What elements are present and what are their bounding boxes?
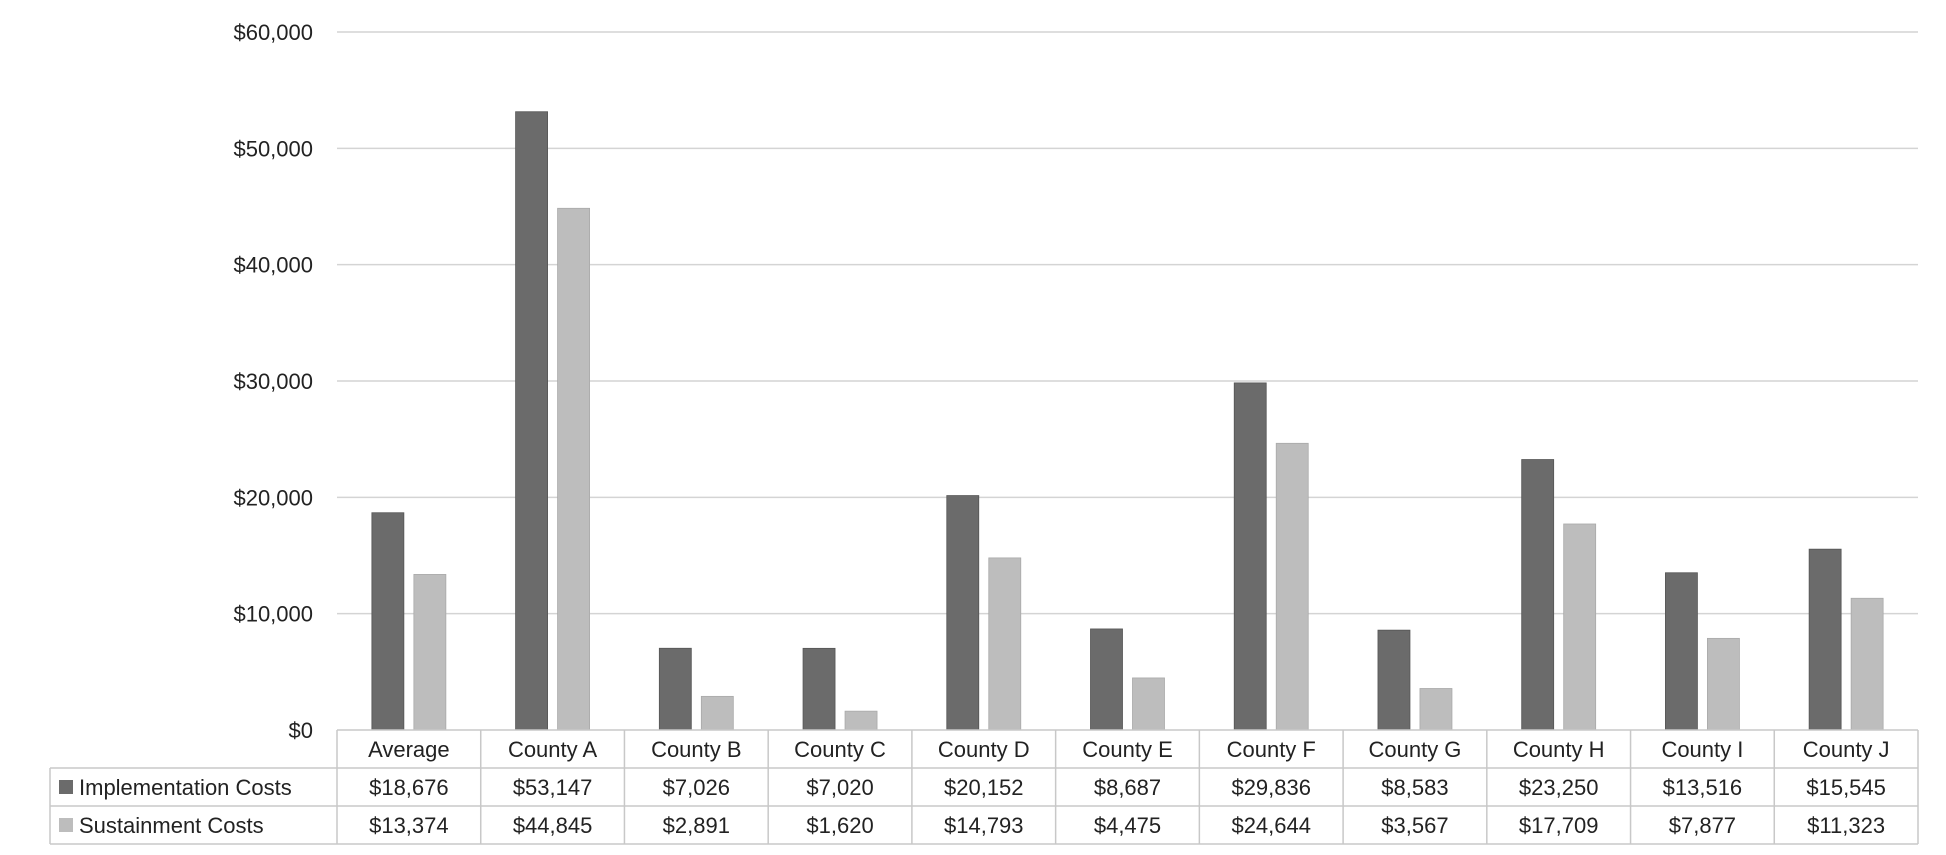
sustainment-cost-bar	[1563, 523, 1597, 731]
table-value-cell: $2,891	[663, 813, 730, 838]
category-label: County J	[1803, 737, 1890, 762]
implementation-cost-bar	[946, 495, 980, 731]
table-value-cell: $24,644	[1231, 813, 1311, 838]
category-label: County F	[1227, 737, 1316, 762]
legend-series-name: Sustainment Costs	[79, 813, 264, 838]
table-value-cell: $14,793	[944, 813, 1024, 838]
table-value-cell: $11,323	[1807, 813, 1885, 838]
y-tick-label: $20,000	[233, 485, 313, 510]
implementation-cost-bar	[1377, 629, 1411, 731]
category-label: County E	[1082, 737, 1173, 762]
implementation-cost-bar	[1808, 548, 1842, 731]
category-label: County B	[651, 737, 742, 762]
category-label: County G	[1368, 737, 1461, 762]
legend-series-name: Implementation Costs	[79, 775, 292, 800]
sustainment-cost-bar	[557, 207, 590, 731]
category-label: Average	[368, 737, 450, 762]
sustainment-cost-bar	[700, 695, 734, 731]
legend-swatch	[59, 818, 73, 832]
sustainment-cost-bar	[1132, 677, 1165, 731]
implementation-cost-bar	[1233, 382, 1267, 731]
data-table: Average County A County B County C County D C…	[49, 729, 1919, 845]
category-label: County H	[1513, 737, 1605, 762]
table-value-cell: $17,709	[1519, 813, 1599, 838]
y-tick-label: $30,000	[233, 369, 313, 394]
y-tick-label: $60,000	[233, 20, 313, 45]
table-value-cell: $13,516	[1663, 775, 1743, 800]
table-value-cell: $8,583	[1381, 775, 1448, 800]
implementation-cost-bar	[658, 647, 692, 731]
implementation-cost-bar	[371, 512, 405, 731]
table-value-cell: $3,567	[1381, 813, 1448, 838]
sustainment-cost-bar	[988, 557, 1022, 731]
table-value-cell: $53,147	[513, 775, 593, 800]
y-tick-label: $50,000	[233, 136, 313, 161]
table-value-cell: $20,152	[944, 775, 1024, 800]
gridlines	[337, 31, 1918, 615]
table-value-cell: $18,676	[369, 775, 449, 800]
sustainment-cost-bar	[1419, 688, 1453, 731]
table-value-cell: $29,836	[1231, 775, 1311, 800]
sustainment-cost-bar	[844, 710, 878, 731]
bars	[371, 111, 1884, 731]
sustainment-cost-bar	[1275, 442, 1309, 731]
table-value-cell: $4,475	[1094, 813, 1161, 838]
implementation-cost-bar	[1665, 572, 1698, 731]
sustainment-cost-bar	[1707, 637, 1740, 731]
table-value-cell: $1,620	[806, 813, 873, 838]
table-value-cell: $15,545	[1806, 775, 1886, 800]
y-tick-label: $40,000	[233, 253, 313, 278]
implementation-cost-bar	[1521, 459, 1555, 731]
category-label: County I	[1661, 737, 1743, 762]
table-value-cell: $44,845	[513, 813, 593, 838]
legend-swatch	[59, 780, 73, 794]
table-value-cell: $8,687	[1094, 775, 1161, 800]
y-tick-label: $10,000	[233, 602, 313, 627]
y-tick-label: $0	[289, 718, 313, 743]
category-label: County D	[938, 737, 1030, 762]
table-value-cell: $7,026	[663, 775, 730, 800]
category-label: County A	[508, 737, 598, 762]
table-value-cell: $7,877	[1669, 813, 1736, 838]
sustainment-cost-bar	[1850, 597, 1884, 731]
implementation-cost-bar	[515, 111, 548, 731]
table-value-cell: $23,250	[1519, 775, 1599, 800]
implementation-cost-bar	[802, 647, 836, 731]
category-label: County C	[794, 737, 886, 762]
sustainment-cost-bar	[413, 574, 447, 731]
table-value-cell: $7,020	[806, 775, 873, 800]
implementation-cost-bar	[1090, 628, 1123, 731]
y-axis-tick-labels: $0 $10,000 $20,000 $30,000 $40,000 $50,000 $60…	[233, 20, 313, 743]
table-value-cell: $13,374	[369, 813, 449, 838]
